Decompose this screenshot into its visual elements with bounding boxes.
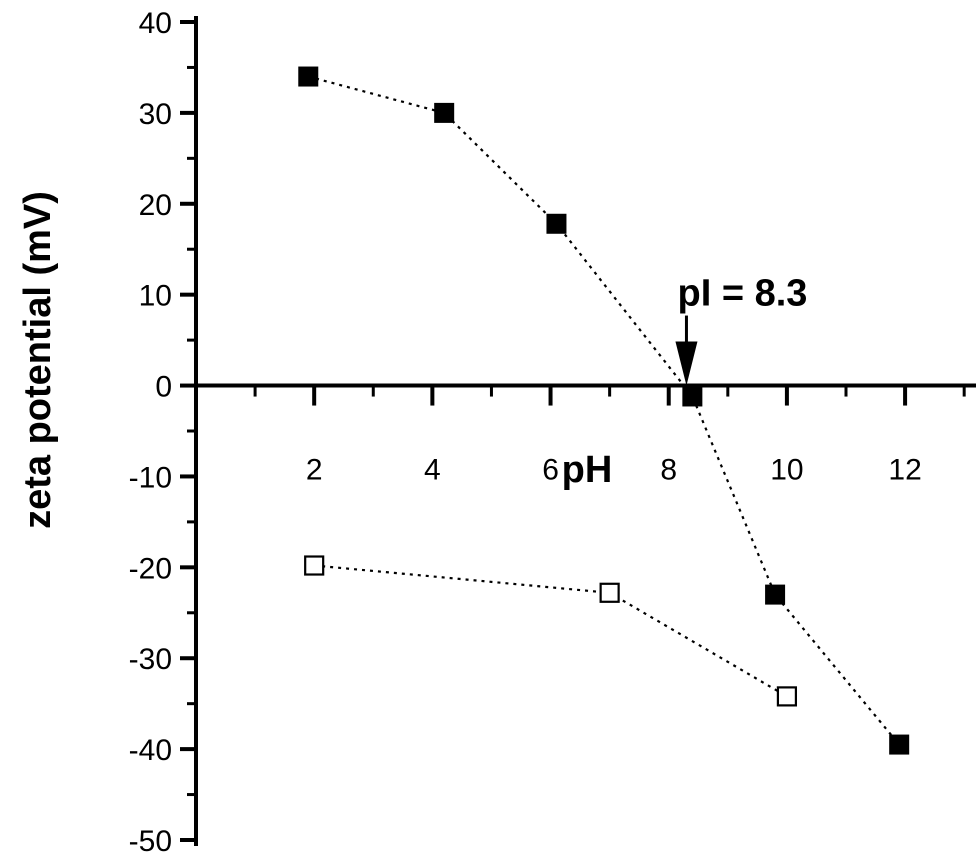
- series-line: [314, 564, 788, 698]
- x-tick-label: 6: [542, 454, 559, 487]
- y-tick-label: 40: [139, 7, 172, 40]
- data-point-filled: [546, 213, 567, 234]
- y-tick-label: 0: [155, 371, 172, 404]
- x-axis-title: pH: [562, 449, 613, 491]
- data-point-filled: [682, 386, 703, 407]
- x-tick-label: 8: [660, 454, 677, 487]
- y-tick-label: -50: [129, 825, 172, 853]
- x-axis: 2 4 6 8 10 12: [196, 383, 976, 487]
- data-point-filled: [434, 102, 455, 123]
- x-tick-label: 4: [424, 454, 441, 487]
- data-point-open: [304, 555, 325, 576]
- data-point-filled: [765, 584, 786, 605]
- y-tick-label: 20: [139, 189, 172, 222]
- y-tick-label: -10: [129, 461, 172, 494]
- series-layer: [298, 66, 910, 755]
- y-axis: 40 30 20 10 0 -10 -20 -30 -40 -50: [129, 7, 198, 853]
- data-point-filled: [889, 734, 910, 755]
- y-tick-label: -20: [129, 552, 172, 585]
- series-line: [308, 75, 901, 746]
- x-tick-label: 2: [306, 454, 323, 487]
- data-point-open: [599, 582, 620, 603]
- y-tick-label: -40: [129, 734, 172, 767]
- x-tick-label: 12: [888, 454, 921, 487]
- y-tick-label: 30: [139, 98, 172, 131]
- data-point-filled: [298, 66, 319, 87]
- y-axis-title: zeta potential (mV): [17, 191, 59, 529]
- annotation-layer: pI = 8.3: [675, 273, 807, 386]
- pi-arrow-head: [675, 341, 698, 386]
- data-point-open: [776, 686, 798, 707]
- x-tick-label: 10: [770, 454, 803, 487]
- y-tick-label: 10: [139, 280, 172, 313]
- y-tick-label: -30: [129, 643, 172, 676]
- pi-annotation-label: pI = 8.3: [678, 273, 808, 315]
